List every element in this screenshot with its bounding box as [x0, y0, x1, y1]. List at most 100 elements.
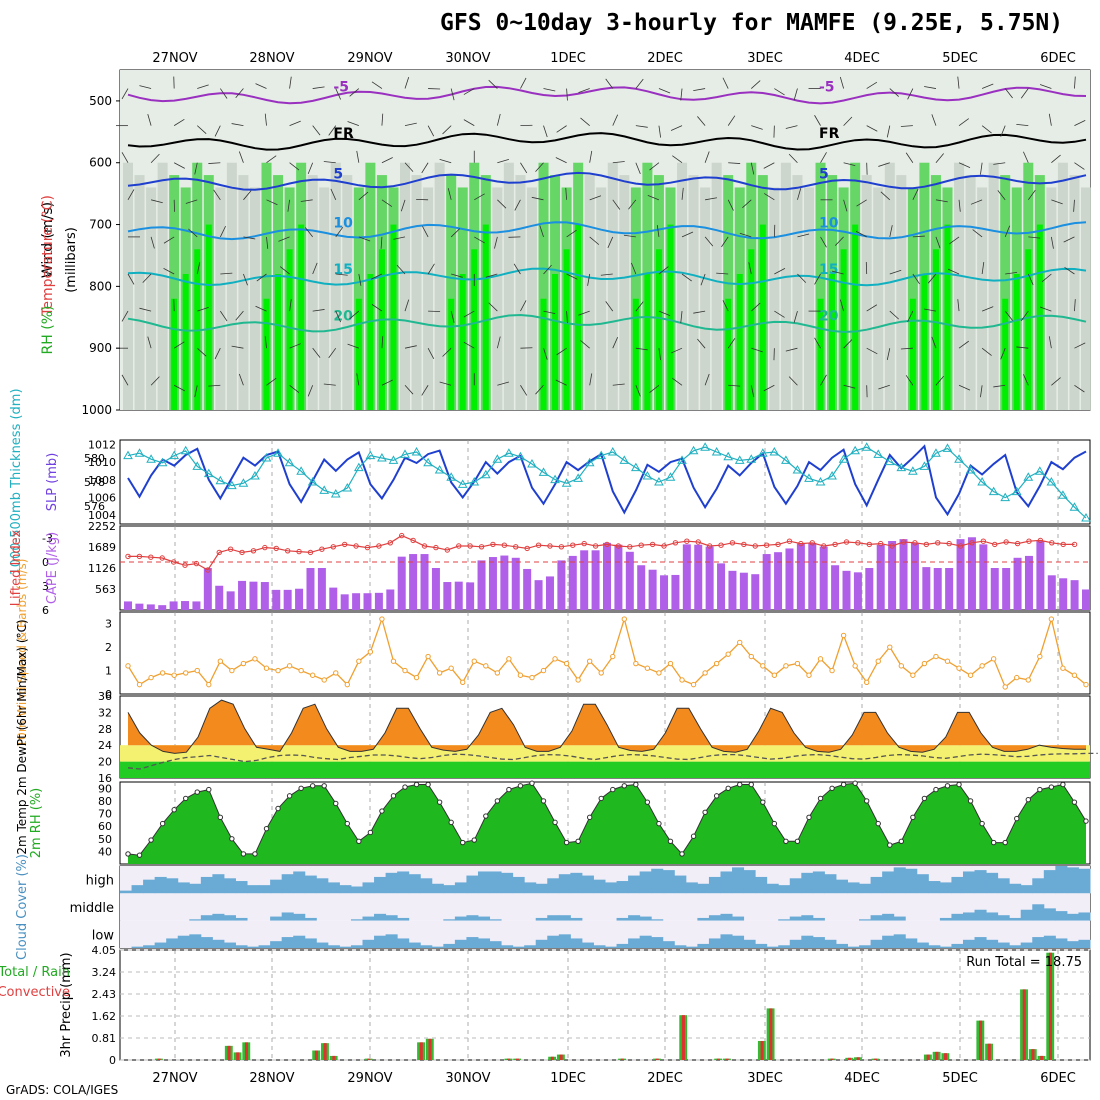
wind-barb	[924, 86, 937, 89]
cloud-bar-high	[558, 874, 571, 894]
wind-speed-marker	[506, 656, 512, 662]
wind-barb	[173, 341, 185, 349]
cloud-bar-high	[859, 883, 872, 894]
bottom-date-label: 4DEC	[844, 1071, 880, 1086]
cape-bar	[1059, 578, 1068, 610]
cloud-bar-middle	[385, 915, 398, 921]
cape-bar	[785, 548, 794, 610]
rh-shade	[954, 162, 965, 410]
rh-marker	[159, 820, 166, 827]
wind-barb	[751, 125, 763, 130]
cape-bar	[352, 593, 361, 610]
wind-speed-marker	[194, 667, 200, 674]
wind-axis-label: 10m Wind Speed & Barbs (m/s)	[15, 559, 29, 748]
wind-barb	[255, 305, 267, 312]
cloud-bar-high	[708, 876, 721, 894]
wind-barb	[220, 272, 233, 275]
wind-speed-marker	[413, 674, 420, 681]
wind-speed-marker	[309, 672, 316, 678]
cape-bar	[580, 550, 589, 610]
wind-barb	[866, 125, 878, 132]
wind-barb	[289, 299, 292, 312]
rh-area	[128, 783, 1086, 864]
thickness-marker	[330, 488, 341, 498]
cloud-bar-middle	[708, 915, 721, 921]
cloud-bar-low	[212, 939, 225, 948]
wind-barb	[307, 385, 314, 397]
wind-barb	[905, 152, 914, 163]
li-marker	[513, 544, 519, 550]
li-marker	[775, 541, 781, 548]
cape-bar	[431, 568, 440, 610]
thickness-marker	[815, 476, 826, 486]
cloud-bar-middle	[962, 912, 976, 921]
isotherm-label: 10	[819, 216, 839, 232]
wind-barb	[886, 125, 891, 138]
rh-marker	[183, 795, 189, 802]
rh-marker	[356, 838, 362, 844]
wind-speed-marker	[1083, 681, 1089, 688]
wind-barb	[680, 311, 683, 324]
cape-bar	[751, 574, 760, 610]
rh-shade	[803, 187, 814, 410]
isotherm-label: 5	[333, 166, 343, 182]
ua-wind-label: Wind (m/s)	[40, 202, 56, 278]
wind-barb	[751, 347, 763, 353]
cloud-bar-low	[223, 942, 236, 948]
rh-marker	[298, 785, 304, 792]
wind-barb	[843, 384, 856, 389]
wind-barb	[289, 76, 292, 89]
rh-shade	[1069, 175, 1080, 410]
rh-shade-high	[459, 274, 466, 410]
wind-barb	[312, 125, 321, 136]
precip-bar-convective	[559, 1054, 563, 1060]
rh-shade	[977, 187, 988, 410]
cloud-bar-low	[304, 938, 317, 948]
cloud-bar-high	[120, 890, 133, 894]
wind-barb	[763, 384, 775, 392]
wind-barb	[400, 199, 406, 212]
rh-marker	[794, 838, 801, 844]
slp-tick-label: 1004	[88, 509, 116, 522]
cloud-bar-middle	[801, 915, 814, 921]
cloud-bar-low	[385, 934, 398, 948]
cape-bar	[272, 589, 281, 610]
wind-barb	[739, 232, 752, 238]
slp-tick-label: 1008	[88, 474, 116, 487]
wind-barb	[463, 310, 475, 318]
precip-bar-convective	[760, 1040, 764, 1060]
rh-marker	[148, 837, 154, 843]
wind-barb	[1064, 266, 1075, 275]
cloud-bar-low	[443, 943, 456, 948]
cape-tick-label: 1689	[88, 541, 116, 554]
wind-barb	[649, 384, 660, 393]
wind-barb	[612, 337, 619, 349]
li-marker	[296, 548, 302, 555]
thickness-marker	[838, 454, 849, 463]
wind-barb	[1050, 236, 1054, 249]
wind-speed-marker	[263, 665, 270, 671]
cloud-bar-middle	[732, 916, 745, 921]
wind-speed-marker	[1002, 684, 1008, 690]
wind-barb	[404, 299, 410, 312]
bottom-date-label: 6DEC	[1040, 1071, 1076, 1086]
wind-barb	[1027, 273, 1034, 286]
li-marker	[558, 544, 565, 550]
cloud-bar-middle	[720, 913, 733, 921]
wind-barb	[556, 125, 567, 133]
wind-barb	[748, 262, 752, 275]
wind-barb	[958, 118, 969, 126]
wind-barb	[543, 125, 548, 138]
thickness-marker	[1046, 476, 1057, 486]
wind-barb	[520, 385, 528, 396]
wind-barb	[463, 341, 475, 349]
cape-bar	[443, 582, 452, 610]
isotherm-line	[127, 221, 1087, 241]
thickness-marker	[146, 454, 156, 463]
wind-barb	[814, 337, 821, 349]
wind-barb	[843, 116, 853, 126]
li-tick-label: 6	[42, 604, 49, 617]
wind-barb	[797, 188, 802, 200]
wind-barb	[981, 262, 985, 275]
cape-bar	[203, 568, 212, 610]
